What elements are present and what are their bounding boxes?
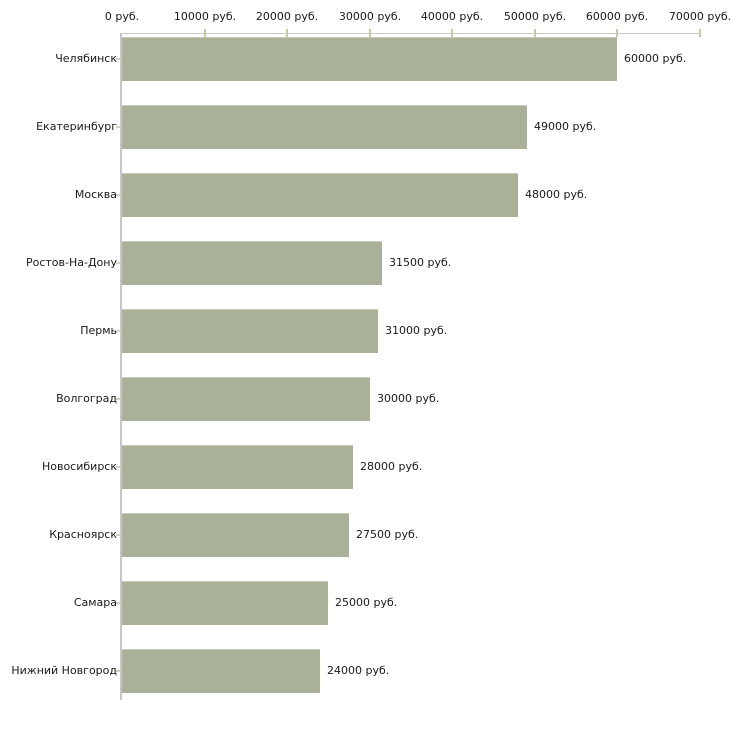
- bar: [122, 37, 617, 81]
- category-label: Москва: [74, 188, 117, 201]
- y-axis-tick: [116, 398, 121, 400]
- x-axis-tick-label: 50000 руб.: [503, 10, 567, 23]
- x-axis-tick: [699, 29, 701, 37]
- y-axis-tick: [116, 58, 121, 60]
- y-axis-line: [120, 33, 122, 700]
- bar-value-label: 31000 руб.: [385, 324, 448, 337]
- y-axis-tick: [116, 330, 121, 332]
- category-label: Волгоград: [56, 392, 117, 405]
- bar: [122, 377, 370, 421]
- bar: [122, 105, 527, 149]
- bar: [122, 309, 378, 353]
- x-axis-line: [122, 33, 700, 34]
- y-axis-tick: [116, 534, 121, 536]
- x-axis-tick-label: 70000 руб.: [668, 10, 730, 23]
- x-axis-tick: [451, 29, 453, 37]
- bar-value-label: 49000 руб.: [534, 120, 597, 133]
- bar-value-label: 60000 руб.: [624, 52, 687, 65]
- bar: [122, 173, 518, 217]
- bar: [122, 513, 349, 557]
- category-label: Нижний Новгород: [11, 664, 117, 677]
- bar: [122, 241, 382, 285]
- bar-value-label: 31500 руб.: [389, 256, 452, 269]
- y-axis-tick: [116, 126, 121, 128]
- category-label: Пермь: [80, 324, 117, 337]
- y-axis-tick: [116, 602, 121, 604]
- category-label: Новосибирск: [41, 460, 117, 473]
- x-axis-tick: [286, 29, 288, 37]
- category-label: Екатеринбург: [36, 120, 117, 133]
- bar: [122, 649, 320, 693]
- x-axis-tick: [534, 29, 536, 37]
- x-axis-tick: [369, 29, 371, 37]
- bar-value-label: 25000 руб.: [335, 596, 398, 609]
- category-label: Ростов-На-Дону: [25, 256, 117, 269]
- x-axis-tick-label: 40000 руб.: [420, 10, 484, 23]
- bar-value-label: 48000 руб.: [525, 188, 588, 201]
- bar: [122, 581, 328, 625]
- category-label: Красноярск: [49, 528, 117, 541]
- bar-value-label: 30000 руб.: [377, 392, 440, 405]
- y-axis-tick: [116, 262, 121, 264]
- x-axis-tick-label: 0 руб.: [104, 10, 140, 23]
- x-axis-tick-label: 20000 руб.: [255, 10, 319, 23]
- x-axis-tick-label: 30000 руб.: [338, 10, 402, 23]
- y-axis-tick: [116, 670, 121, 672]
- y-axis-tick: [116, 194, 121, 196]
- x-axis-tick-label: 60000 руб.: [585, 10, 649, 23]
- x-axis-tick: [616, 29, 618, 37]
- bar: [122, 445, 353, 489]
- bar-value-label: 27500 руб.: [356, 528, 419, 541]
- x-axis-tick-label: 10000 руб.: [173, 10, 237, 23]
- category-label: Самара: [73, 596, 117, 609]
- x-axis-tick: [204, 29, 206, 37]
- y-axis-tick: [116, 466, 121, 468]
- bar-value-label: 28000 руб.: [360, 460, 423, 473]
- category-label: Челябинск: [55, 52, 117, 65]
- bar-value-label: 24000 руб.: [327, 664, 390, 677]
